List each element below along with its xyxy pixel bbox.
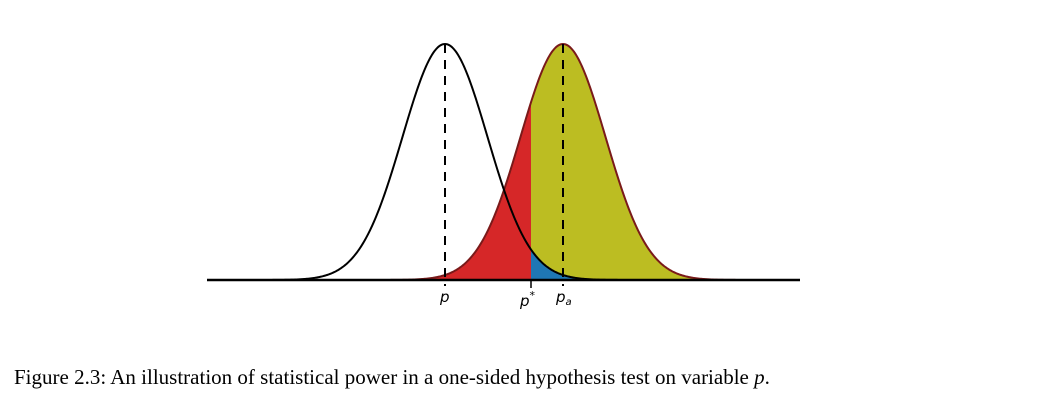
olive-region — [531, 44, 800, 280]
critical-symbol: p — [519, 292, 530, 310]
critical-superscript: * — [530, 289, 536, 302]
distributions — [207, 42, 800, 281]
blue-region — [531, 249, 800, 280]
red-region — [207, 102, 531, 280]
caption-end: . — [765, 365, 770, 389]
null-mean-label: p — [439, 288, 450, 306]
alt-mean-symbol: p — [555, 288, 566, 306]
critical-label: p* — [519, 289, 536, 310]
alt-mean-label: pa — [555, 288, 572, 308]
alt-mean-subscript: a — [566, 297, 572, 308]
caption-variable: p — [752, 365, 765, 389]
caption-text: Figure 2.3: An illustration of statistic… — [14, 365, 754, 389]
caption: Figure 2.3: An illustration of statistic… — [14, 365, 770, 389]
